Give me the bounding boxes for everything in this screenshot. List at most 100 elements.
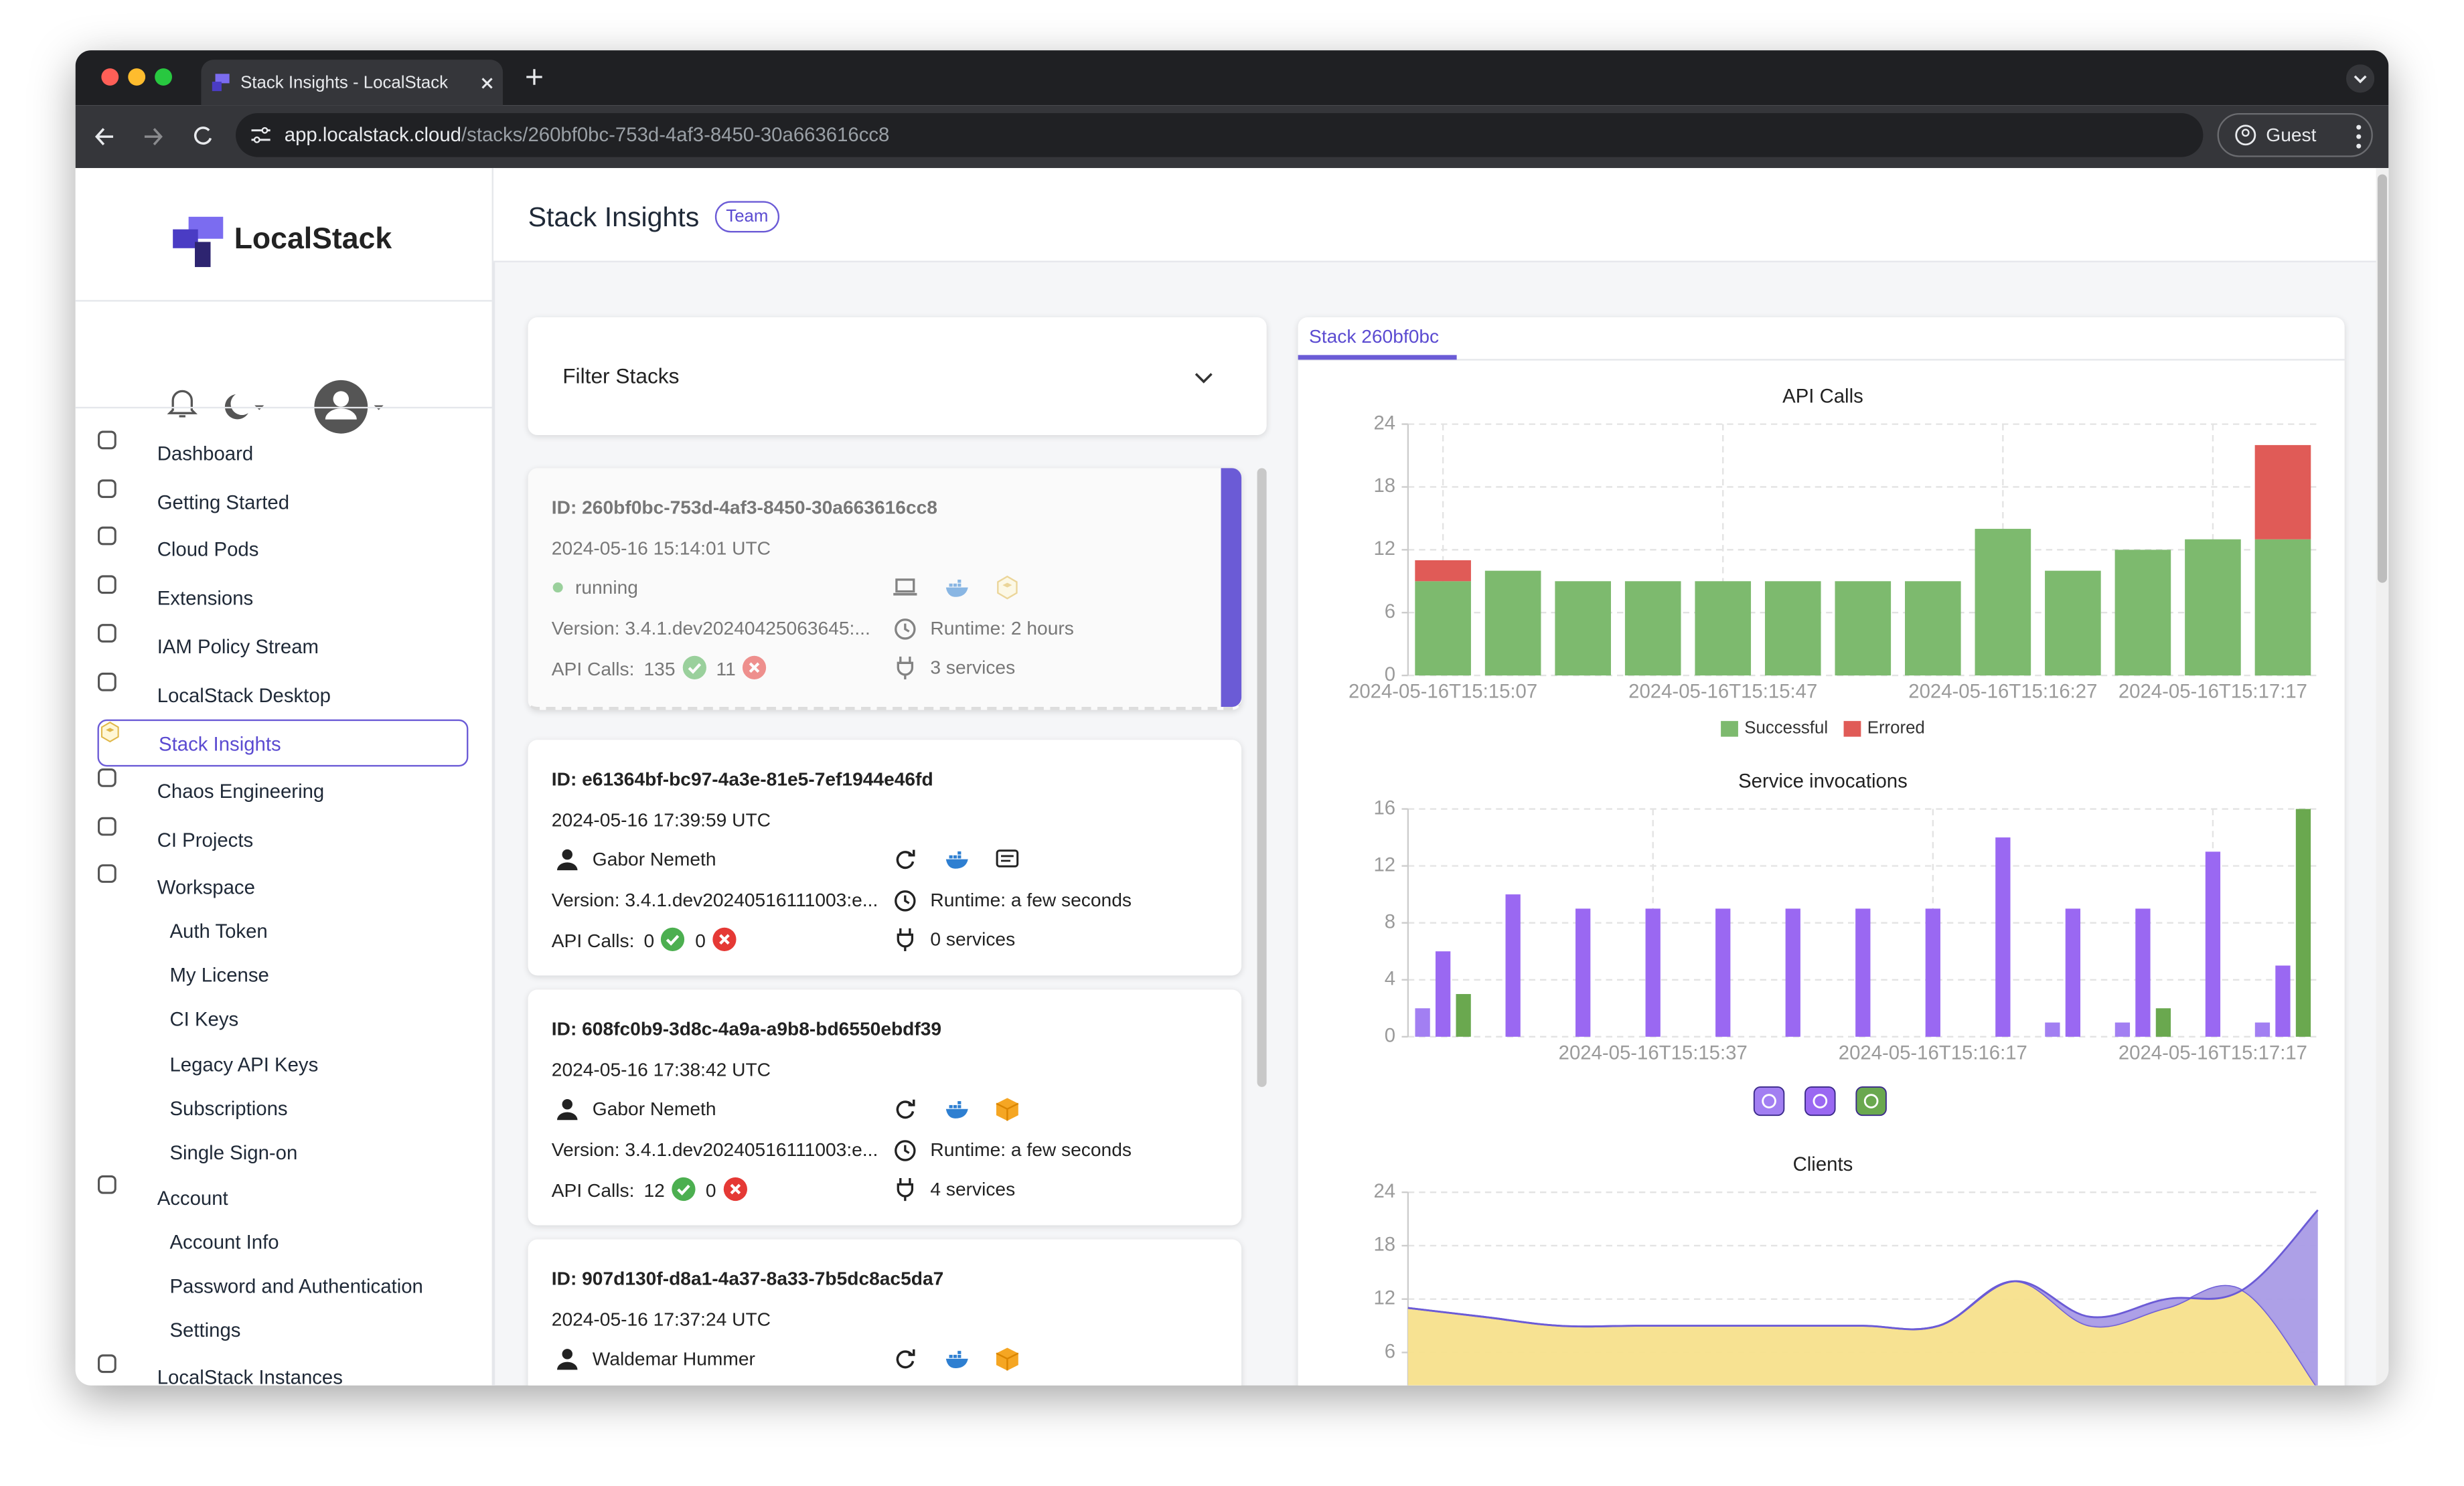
x-tick-label: 2024-05-16T15:17:17 [2119,1042,2307,1064]
sidebar: LocalStack Dashboard Getting Started Cloud… [75,168,495,1386]
nav-item[interactable]: Stack Insights [97,720,469,767]
stack-card[interactable]: ID: 608fc0b9-3d8c-4a9a-a9b8-bd6550ebdf39… [528,989,1242,1226]
legend-icon[interactable] [1855,1086,1887,1117]
nav-item[interactable]: Extensions [98,575,469,622]
nav-item[interactable]: LocalStack Instances [98,1353,469,1386]
legend-icon[interactable] [1804,1086,1836,1117]
legend-label[interactable]: Errored [1867,719,1925,738]
nav-item[interactable]: Workspace [98,864,469,911]
nav-subitem[interactable]: Password and Authentication [169,1275,423,1298]
nav-subitem[interactable]: Subscriptions [169,1097,288,1120]
stack-user: Waldemar Hummer [592,1347,755,1370]
bar [2045,1022,2060,1037]
legend-icon[interactable] [1753,1086,1785,1117]
successful-count: 135 [643,658,676,681]
nav-item[interactable]: Cloud Pods [98,527,469,574]
stack-id: ID: 608fc0b9-3d8c-4a9a-a9b8-bd6550ebdf39 [551,1017,942,1040]
bar [2185,539,2241,676]
nav-item[interactable]: Chaos Engineering [98,768,469,815]
nav-subitem[interactable]: My License [169,964,269,987]
address-bar[interactable]: app.localstack.cloud/stacks/260bf0bc-753… [236,112,2204,157]
logo-mark [173,216,224,267]
reload-button[interactable] [194,127,212,145]
stack-tab[interactable]: Stack 260bf0bc [1309,326,1439,347]
profile-name: Guest [2266,124,2317,147]
user-icon [556,1099,578,1121]
bar [1905,581,1961,676]
nav-subitem[interactable]: Single Sign-on [169,1142,298,1165]
legend-icon-glyph [1762,1094,1776,1108]
browser-tab[interactable]: Stack Insights - LocalStack [201,60,504,106]
bar [2065,908,2081,1037]
stack-card[interactable]: ID: 907d130f-d8a1-4a37-8a33-7b5dc8ac5da7… [528,1239,1242,1386]
x-tick-label: 2024-05-16T15:16:17 [1839,1042,2027,1064]
nav-label: LocalStack Instances [157,1366,343,1386]
menu-button[interactable] [2354,124,2364,149]
bar [1415,1008,1430,1037]
scrollbar-thumb[interactable] [1257,468,1267,1087]
stack-date: 2024-05-16 17:38:42 UTC [551,1058,771,1081]
user-icon [556,849,578,871]
nav-subitem[interactable]: CI Keys [169,1009,239,1031]
zoom-button[interactable] [155,68,172,86]
nav-subitem[interactable]: Legacy API Keys [169,1053,319,1076]
stack-status: running [574,576,638,599]
stack-card[interactable]: ID: 260bf0bc-753d-4af3-8450-30a663616cc8… [528,468,1242,710]
nav-item[interactable]: LocalStack Desktop [98,671,469,718]
y-tick-label: 8 [1385,910,1395,932]
bar [1764,581,1821,676]
page-title: Stack Insights [528,201,700,233]
nav-icon [98,527,117,546]
nav-icon [98,623,117,643]
nav-subitem[interactable]: Settings [169,1319,241,1342]
plug-icon [897,1178,914,1202]
nav-item[interactable]: IAM Policy Stream [98,623,469,670]
nav-subitem[interactable]: Account Info [169,1231,279,1253]
x-tick-label: 2024-05-16T15:16:27 [1908,681,2097,703]
back-button[interactable] [94,128,113,146]
nav-item[interactable]: Getting Started [98,479,469,525]
check-icon [672,1177,696,1202]
bar [2114,1022,2131,1037]
errored-count: 0 [695,930,706,953]
minimize-button[interactable] [128,68,146,86]
nav-item[interactable]: Account [98,1175,469,1222]
tab-search[interactable] [2345,64,2375,93]
stack-date: 2024-05-16 15:14:01 UTC [551,537,771,560]
legend-label[interactable]: Successful [1744,719,1828,738]
nav-label: Chaos Engineering [157,780,325,803]
legend: Successful Errored [1721,719,1925,738]
nav-subitem[interactable]: Auth Token [169,920,268,942]
site-info-icon[interactable] [250,126,272,145]
filter-card[interactable]: Filter Stacks [528,317,1267,436]
stack-user: Gabor Nemeth [592,1098,716,1121]
theme-icon[interactable] [224,394,248,420]
user-icon [556,1349,578,1370]
profile-button[interactable]: Guest [2217,112,2373,157]
bar [2155,1008,2171,1037]
bar [1785,908,1800,1037]
bar [1715,908,1731,1037]
check-icon [661,927,685,951]
tab-close[interactable] [479,76,495,91]
stack-card[interactable]: ID: e61364bf-bc97-4a3e-81e5-7ef1944e46fd… [528,740,1242,976]
expand-icon[interactable] [1195,371,1213,386]
stack-runtime: Runtime: a few seconds [930,1139,1132,1161]
nav-icon [98,1175,117,1195]
nav-item[interactable]: CI Projects [98,816,469,863]
close-button[interactable] [101,68,119,86]
avatar-head [333,391,350,407]
new-tab-button[interactable] [525,68,544,86]
cross-icon [723,1177,747,1202]
forward-button[interactable] [144,128,163,146]
x-tick-label: 2024-05-16T15:15:07 [1349,681,1537,703]
docker-icon [945,851,968,869]
laptop-icon [893,578,917,596]
nav-label: Workspace [157,877,255,900]
y-tick-label: 18 [1373,1234,1395,1256]
window-scrollbar-thumb[interactable] [2377,174,2388,583]
notifications-icon[interactable] [167,390,198,418]
nav-item[interactable]: Dashboard [98,430,469,477]
api-calls-label: API Calls: [551,658,635,681]
